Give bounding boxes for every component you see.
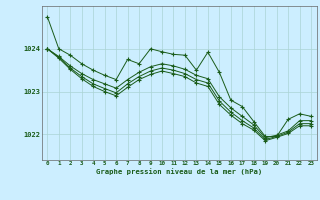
X-axis label: Graphe pression niveau de la mer (hPa): Graphe pression niveau de la mer (hPa): [96, 168, 262, 175]
